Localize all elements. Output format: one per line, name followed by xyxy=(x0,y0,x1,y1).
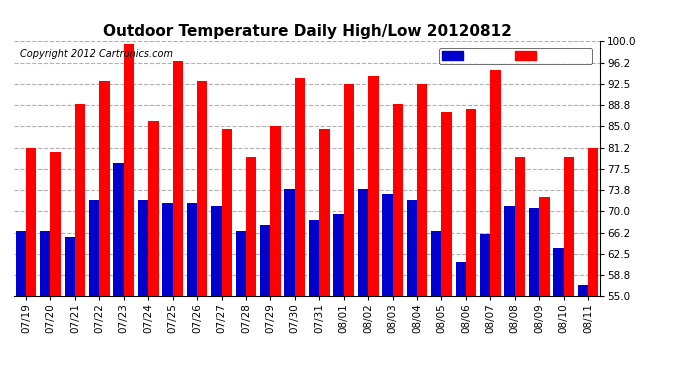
Bar xyxy=(442,112,452,296)
Bar xyxy=(539,197,550,296)
Bar xyxy=(284,189,295,296)
Bar xyxy=(382,194,393,296)
Bar xyxy=(124,44,134,296)
Bar xyxy=(162,203,172,296)
Bar xyxy=(235,231,246,296)
Bar xyxy=(270,126,281,296)
Bar xyxy=(246,158,257,296)
Bar xyxy=(417,84,427,296)
Bar xyxy=(578,285,588,296)
Bar xyxy=(16,231,26,296)
Bar xyxy=(480,234,491,296)
Bar xyxy=(357,189,368,296)
Bar xyxy=(187,203,197,296)
Legend: Low  (°F), High  (°F): Low (°F), High (°F) xyxy=(439,48,592,64)
Bar xyxy=(455,262,466,296)
Bar xyxy=(553,248,564,296)
Bar xyxy=(588,148,598,296)
Bar xyxy=(26,148,37,296)
Bar xyxy=(113,163,124,296)
Bar xyxy=(148,121,159,296)
Bar xyxy=(221,129,232,296)
Bar xyxy=(138,200,148,296)
Bar xyxy=(64,237,75,296)
Bar xyxy=(211,206,221,296)
Bar xyxy=(50,152,61,296)
Bar xyxy=(197,81,208,296)
Title: Outdoor Temperature Daily High/Low 20120812: Outdoor Temperature Daily High/Low 20120… xyxy=(103,24,511,39)
Bar xyxy=(260,225,270,296)
Bar xyxy=(564,158,574,296)
Bar xyxy=(491,70,501,296)
Bar xyxy=(319,129,330,296)
Bar xyxy=(368,76,379,296)
Bar xyxy=(431,231,442,296)
Bar xyxy=(309,220,319,296)
Text: Copyright 2012 Cartronics.com: Copyright 2012 Cartronics.com xyxy=(19,49,172,59)
Bar xyxy=(333,214,344,296)
Bar xyxy=(529,209,539,296)
Bar xyxy=(406,200,417,296)
Bar xyxy=(504,206,515,296)
Bar xyxy=(393,104,403,296)
Bar xyxy=(89,200,99,296)
Bar xyxy=(466,109,476,296)
Bar xyxy=(75,104,86,296)
Bar xyxy=(99,81,110,296)
Bar xyxy=(172,61,183,296)
Bar xyxy=(344,84,354,296)
Bar xyxy=(40,231,50,296)
Bar xyxy=(295,78,305,296)
Bar xyxy=(515,158,525,296)
